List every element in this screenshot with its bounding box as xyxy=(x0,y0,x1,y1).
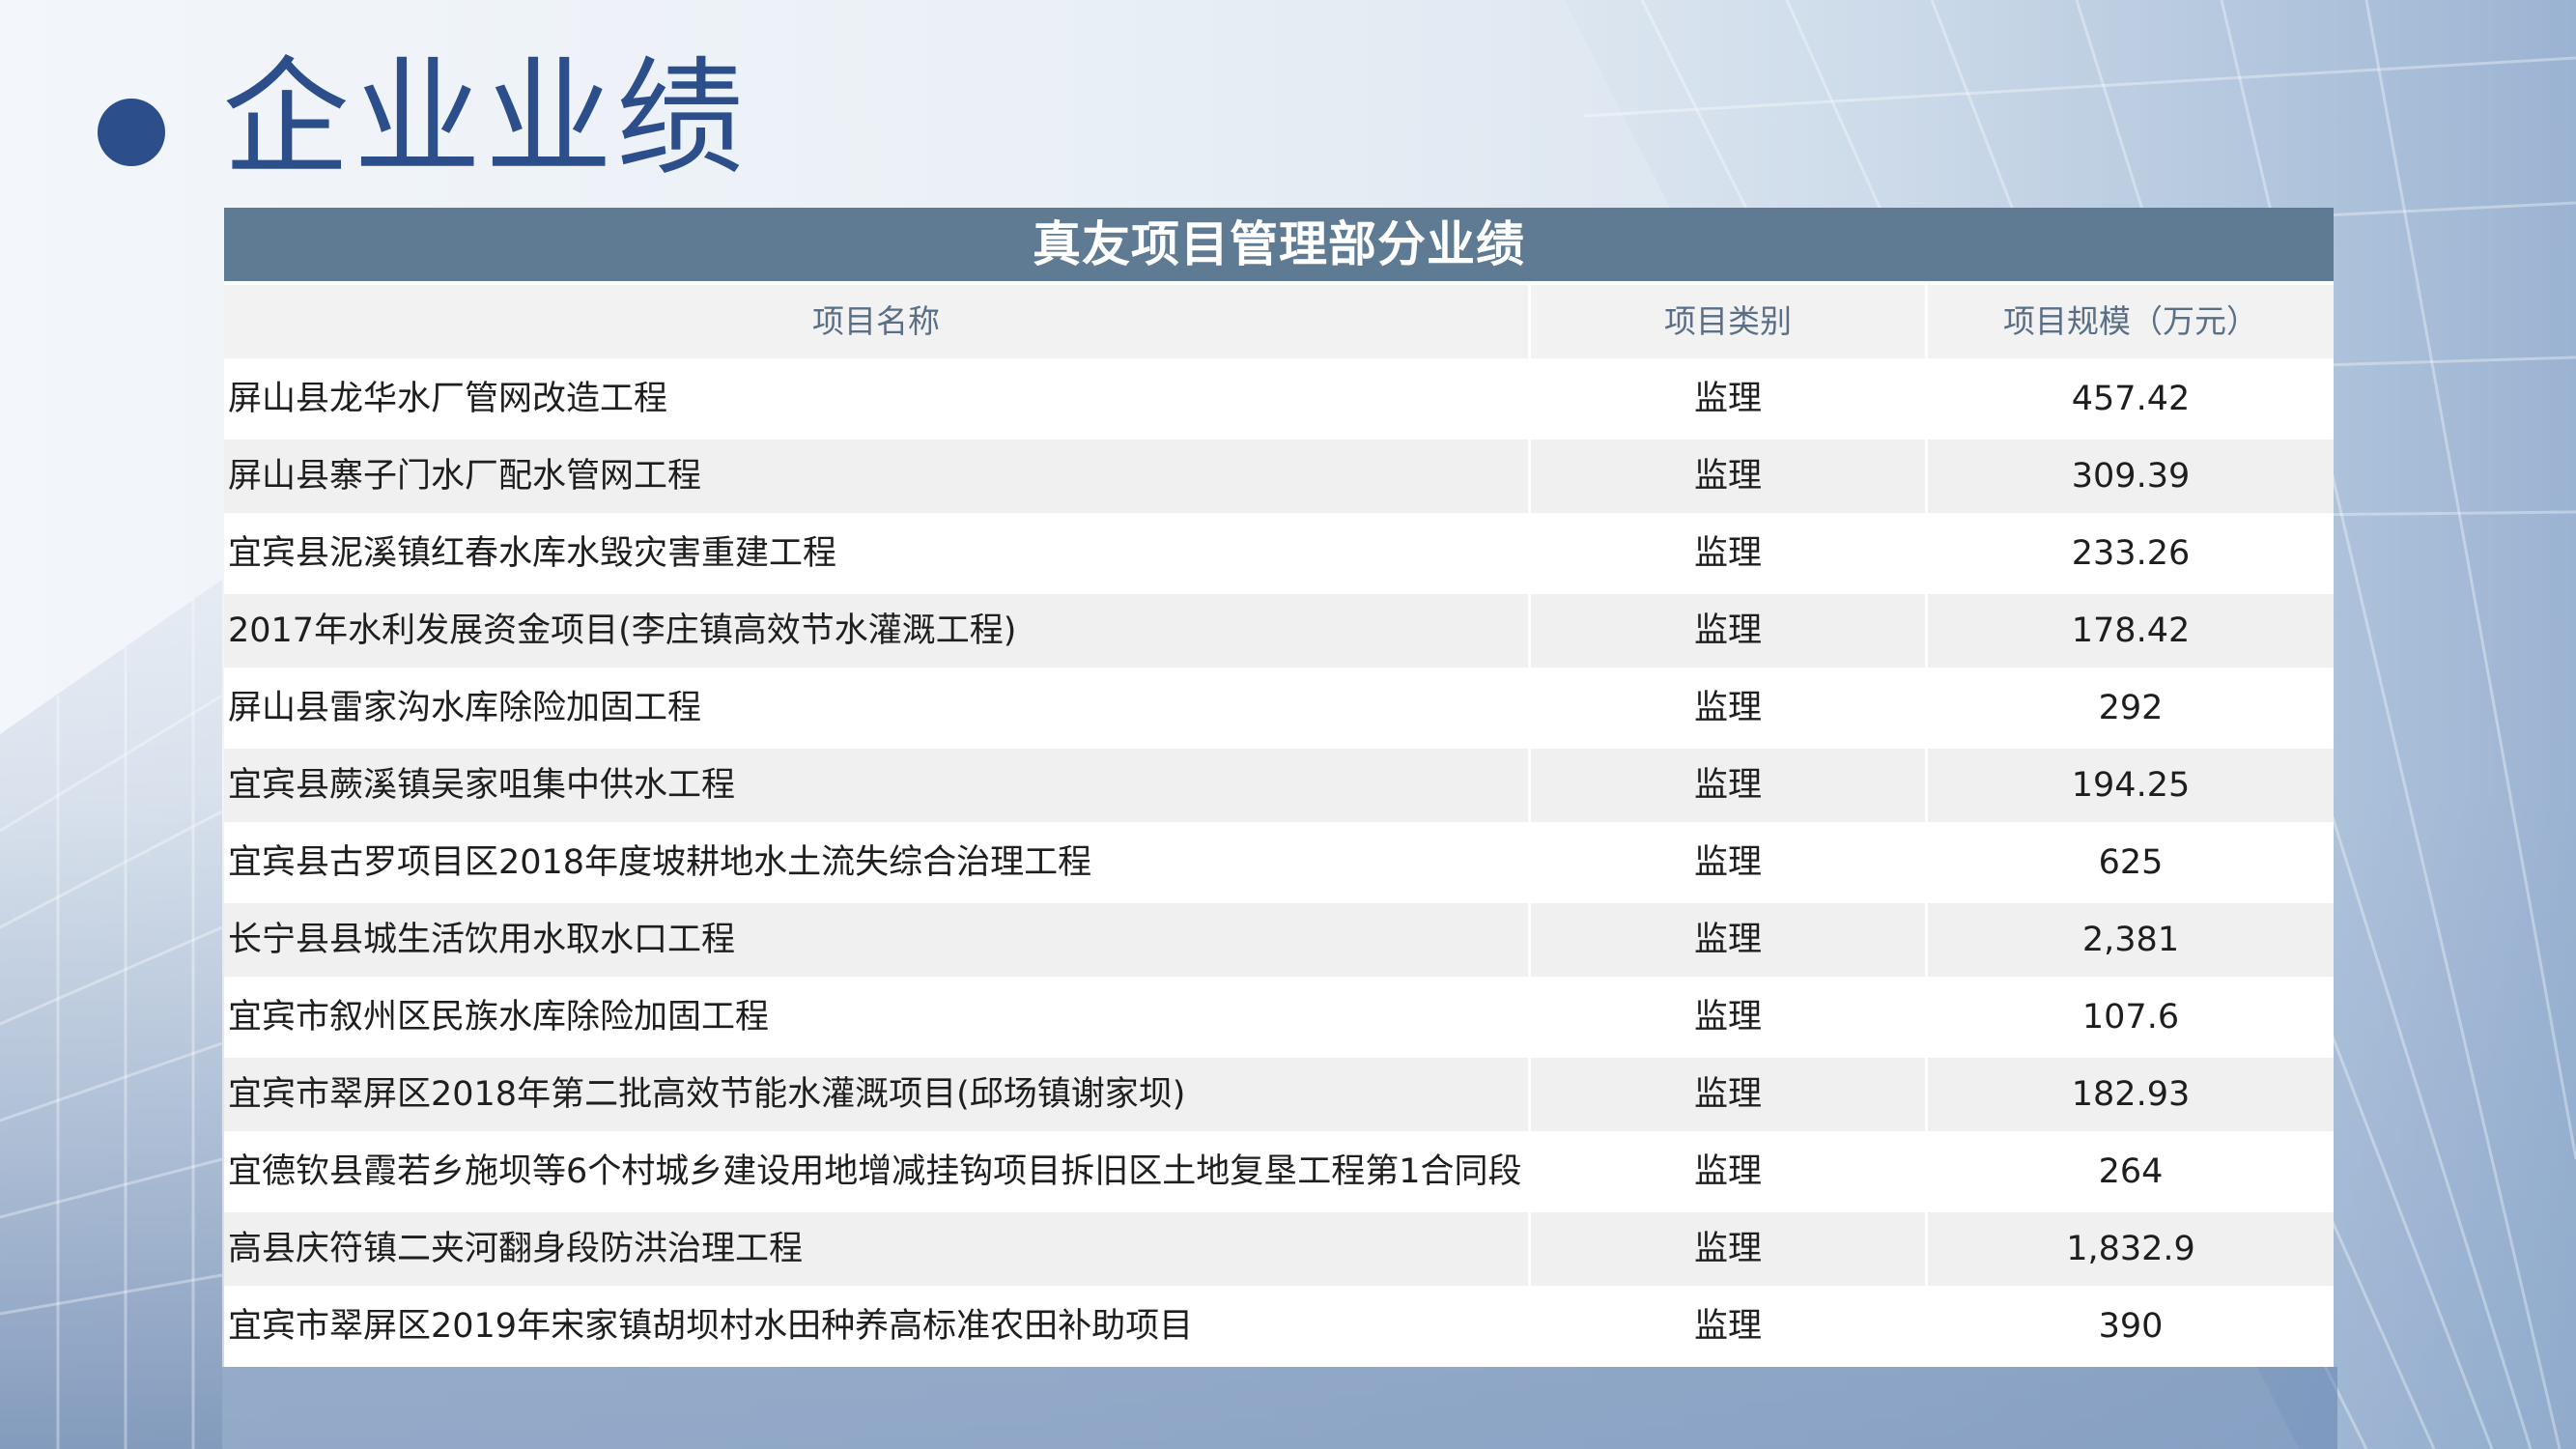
page-title: 企业业绩 xyxy=(222,44,748,193)
table-row: 宜宾市叙州区民族水库除险加固工程 监理 107.6 xyxy=(224,980,2334,1058)
header-project-category: 项目类别 xyxy=(1531,285,1925,358)
project-name-cell: 长宁县县城生活饮用水取水口工程 xyxy=(224,903,1528,977)
project-category-cell: 监理 xyxy=(1693,534,1762,573)
project-category-cell: 监理 xyxy=(1693,843,1762,882)
project-scale-cell: 182.93 xyxy=(1928,1058,2334,1131)
project-category-cell: 监理 xyxy=(1693,998,1762,1037)
project-name-cell: 宜宾县蕨溪镇吴家咀集中供水工程 xyxy=(224,749,1528,822)
table-row: 宜宾县泥溪镇红春水库水毁灾害重建工程 监理 233.26 xyxy=(224,517,2334,594)
project-name-cell: 宜宾县泥溪镇红春水库水毁灾害重建工程 xyxy=(228,534,837,573)
project-scale-cell: 292 xyxy=(2098,689,2164,727)
title-bullet-icon xyxy=(98,99,165,166)
project-category-cell: 监理 xyxy=(1531,440,1925,513)
project-name-cell: 2017年水利发展资金项目(李庄镇高效节水灌溉工程) xyxy=(224,594,1528,668)
project-name-cell: 宜宾县古罗项目区2018年度坡耕地水土流失综合治理工程 xyxy=(228,843,1092,882)
project-name-cell: 宜宾市翠屏区2019年宋家镇胡坝村水田种养高标准农田补助项目 xyxy=(228,1307,1194,1346)
project-category-cell: 监理 xyxy=(1531,749,1925,822)
project-category-cell: 监理 xyxy=(1531,1058,1925,1131)
table-row: 高县庆符镇二夹河翻身段防洪治理工程 监理 1,832.9 xyxy=(224,1212,2334,1290)
performance-table: 真友项目管理部分业绩 项目名称 项目类别 项目规模（万元） 屏山县龙华水厂管网改… xyxy=(224,208,2334,1367)
header-project-scale: 项目规模（万元） xyxy=(1928,285,2334,358)
table-row: 屏山县寨子门水厂配水管网工程 监理 309.39 xyxy=(224,440,2334,517)
project-name-cell: 宜宾市叙州区民族水库除险加固工程 xyxy=(228,998,770,1037)
project-scale-cell: 233.26 xyxy=(2071,534,2191,573)
project-name-cell: 高县庆符镇二夹河翻身段防洪治理工程 xyxy=(224,1212,1528,1286)
project-scale-cell: 2,381 xyxy=(1928,903,2334,977)
table-title: 真友项目管理部分业绩 xyxy=(224,208,2334,281)
project-name-cell: 宜德钦县霞若乡施坝等6个村城乡建设用地增减挂钩项目拆旧区土地复垦工程第1合同段 xyxy=(228,1152,1522,1191)
project-category-cell: 监理 xyxy=(1693,380,1762,418)
table-row: 宜宾县古罗项目区2018年度坡耕地水土流失综合治理工程 监理 625 xyxy=(224,826,2334,903)
project-category-cell: 监理 xyxy=(1531,903,1925,977)
project-scale-cell: 457.42 xyxy=(2071,380,2191,418)
project-scale-cell: 264 xyxy=(2098,1152,2164,1191)
project-scale-cell: 178.42 xyxy=(1928,594,2334,668)
project-name-cell: 宜宾市翠屏区2018年第二批高效节能水灌溉项目(邱场镇谢家坝) xyxy=(224,1058,1528,1131)
table-header-row: 项目名称 项目类别 项目规模（万元） xyxy=(224,285,2334,362)
table-row: 宜宾县蕨溪镇吴家咀集中供水工程 监理 194.25 xyxy=(224,749,2334,826)
project-category-cell: 监理 xyxy=(1531,1212,1925,1286)
project-category-cell: 监理 xyxy=(1531,594,1925,668)
project-scale-cell: 390 xyxy=(2098,1307,2164,1346)
header-project-name: 项目名称 xyxy=(224,285,1528,358)
project-category-cell: 监理 xyxy=(1693,689,1762,727)
project-name-cell: 屏山县寨子门水厂配水管网工程 xyxy=(224,440,1528,513)
project-name-cell: 屏山县龙华水厂管网改造工程 xyxy=(228,380,668,418)
table-row: 长宁县县城生活饮用水取水口工程 监理 2,381 xyxy=(224,903,2334,980)
project-name-cell: 屏山县雷家沟水库除险加固工程 xyxy=(228,689,702,727)
project-category-cell: 监理 xyxy=(1693,1307,1762,1346)
project-category-cell: 监理 xyxy=(1693,1152,1762,1191)
project-scale-cell: 194.25 xyxy=(1928,749,2334,822)
table-row: 2017年水利发展资金项目(李庄镇高效节水灌溉工程) 监理 178.42 xyxy=(224,594,2334,671)
project-scale-cell: 625 xyxy=(2098,843,2164,882)
table-row: 屏山县龙华水厂管网改造工程 监理 457.42 xyxy=(224,362,2334,440)
project-scale-cell: 1,832.9 xyxy=(1928,1212,2334,1286)
table-row: 宜宾市翠屏区2019年宋家镇胡坝村水田种养高标准农田补助项目 监理 390 xyxy=(224,1290,2334,1367)
project-scale-cell: 107.6 xyxy=(2081,998,2180,1037)
table-row: 宜宾市翠屏区2018年第二批高效节能水灌溉项目(邱场镇谢家坝) 监理 182.9… xyxy=(224,1058,2334,1135)
table-row: 屏山县雷家沟水库除险加固工程 监理 292 xyxy=(224,671,2334,749)
table-row: 宜德钦县霞若乡施坝等6个村城乡建设用地增减挂钩项目拆旧区土地复垦工程第1合同段 … xyxy=(224,1135,2334,1212)
project-scale-cell: 309.39 xyxy=(1928,440,2334,513)
